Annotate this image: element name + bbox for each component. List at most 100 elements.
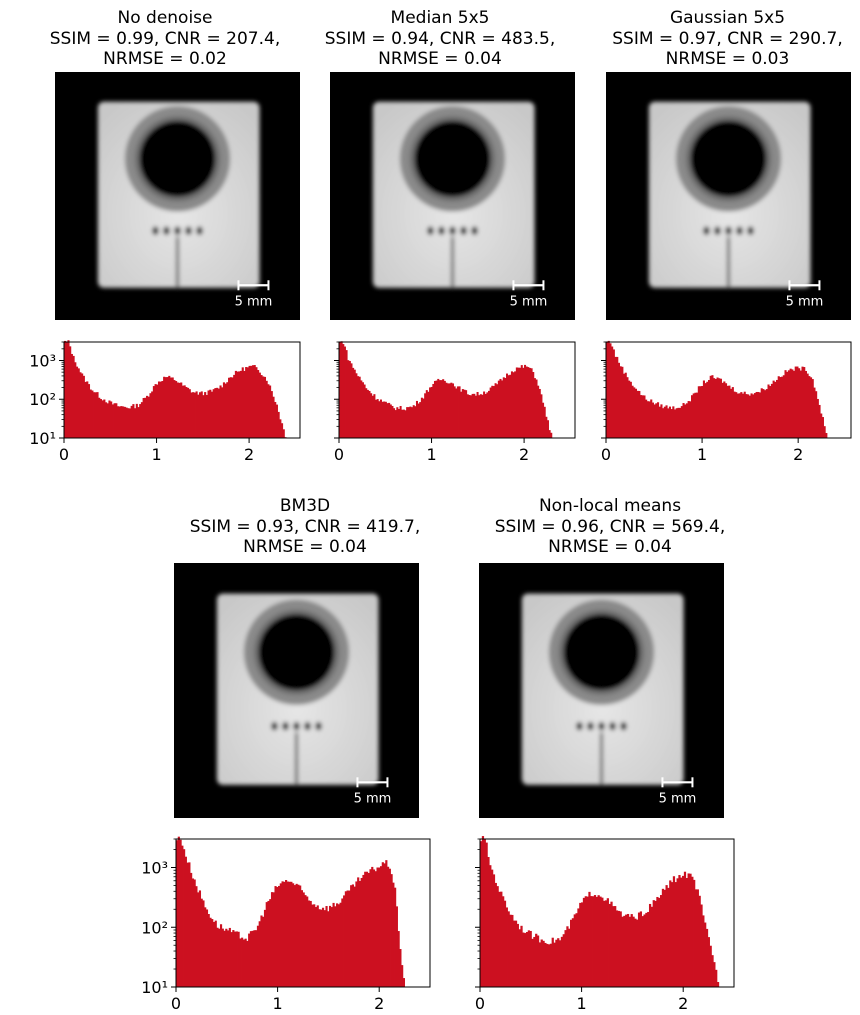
- phantom-dot: [587, 722, 594, 731]
- histogram-bar: [292, 883, 295, 987]
- histogram-bar: [270, 892, 274, 987]
- histogram-bar: [466, 394, 469, 438]
- histogram-bar: [180, 382, 183, 438]
- histogram-bar: [801, 366, 804, 438]
- histogram-bar: [612, 906, 615, 987]
- histogram-bar: [350, 885, 353, 987]
- histogram-bar: [341, 898, 344, 987]
- phantom-slit: [451, 236, 454, 289]
- histogram-bar: [747, 394, 750, 438]
- y-tick-label: 10²: [141, 918, 168, 937]
- histogram-bar: [128, 408, 132, 438]
- histogram-bar: [188, 389, 191, 438]
- histogram-bar: [358, 880, 362, 987]
- histogram-bar: [123, 406, 126, 438]
- method-name: BM3D: [279, 496, 331, 516]
- histogram-bar: [181, 845, 184, 987]
- histogram-bar: [260, 375, 263, 438]
- histogram-bar: [140, 402, 143, 438]
- metrics-line: SSIM = 0.94, CNR = 483.5,: [324, 28, 556, 49]
- histogram-bar: [683, 871, 687, 987]
- histogram-bar: [263, 376, 267, 438]
- histogram-bar: [154, 384, 157, 438]
- histogram-bar: [205, 394, 208, 438]
- histogram-bar: [256, 925, 260, 987]
- phantom-dot: [196, 226, 203, 235]
- histogram-bar: [357, 376, 360, 438]
- histogram-bar: [527, 367, 530, 438]
- histogram-bar: [777, 376, 780, 438]
- histogram-bar: [228, 927, 231, 987]
- phantom-hole: [414, 120, 491, 197]
- histogram-bar: [173, 380, 176, 438]
- histogram-bar: [661, 888, 665, 987]
- histogram-bar: [658, 897, 661, 987]
- histogram-bar: [238, 371, 241, 438]
- histogram-bar: [397, 931, 400, 987]
- histogram: 0 1 2: [475, 836, 735, 1013]
- histogram-bar: [402, 409, 405, 438]
- histogram-bar: [753, 393, 756, 438]
- nrmse-line: NRMSE = 0.04: [243, 537, 367, 557]
- histogram-bar: [279, 419, 282, 438]
- histogram-bar: [782, 375, 785, 438]
- histogram-bar: [285, 880, 288, 987]
- histogram-bar: [339, 902, 342, 987]
- histogram-bar: [663, 406, 666, 438]
- histogram-bar: [401, 965, 404, 987]
- histogram-bar: [280, 423, 284, 438]
- histogram-bar: [365, 388, 368, 438]
- method-name: No denoise: [117, 8, 213, 28]
- scale-bar-label: 5 mm: [510, 294, 548, 309]
- histogram-bar: [407, 407, 410, 438]
- histogram-bar: [792, 370, 796, 438]
- histogram-bar: [286, 881, 289, 987]
- histogram-bar: [513, 920, 516, 987]
- histogram-bar: [323, 910, 326, 987]
- x-tick-label: 0: [171, 994, 181, 1013]
- histogram-bar: [509, 914, 512, 987]
- histogram-bar: [277, 411, 280, 438]
- histogram-bar: [590, 896, 593, 987]
- histogram-bar: [531, 938, 534, 987]
- histogram-bar: [798, 368, 801, 438]
- histogram-bar: [311, 904, 314, 987]
- scale-bar-label: 5 mm: [235, 294, 273, 309]
- histogram-bar: [820, 413, 823, 438]
- histogram-bar: [177, 836, 180, 987]
- histogram-bar: [505, 907, 508, 987]
- histogram-bar: [512, 372, 515, 438]
- histogram-bar: [492, 874, 496, 987]
- histogram-bar: [564, 930, 567, 987]
- histogram-bar: [351, 884, 355, 987]
- nrmse-line: NRMSE = 0.03: [665, 49, 790, 69]
- histogram-bar: [200, 391, 203, 438]
- histogram-bar: [608, 903, 611, 987]
- histogram-bar: [147, 396, 150, 438]
- histogram-bar: [516, 923, 519, 987]
- histogram-bar: [825, 433, 828, 438]
- histogram-bar: [465, 390, 468, 438]
- histogram-bar: [372, 869, 376, 987]
- histogram-bar: [630, 914, 633, 987]
- histogram-bar: [809, 377, 813, 438]
- histogram-bar: [509, 374, 512, 438]
- histogram-bar: [361, 382, 364, 438]
- histogram-bar: [636, 390, 639, 438]
- histogram-bar: [186, 862, 189, 987]
- histogram-bar: [672, 406, 675, 438]
- histogram-bar: [205, 909, 209, 987]
- histogram-bar: [239, 938, 242, 987]
- phantom-dot: [282, 722, 289, 731]
- histogram-bar: [774, 381, 777, 438]
- panel-title: BM3D SSIM = 0.93, CNR = 419.7, NRMSE = 0…: [160, 496, 450, 558]
- histogram-bar: [210, 391, 214, 438]
- histogram-bar: [671, 882, 674, 987]
- phantom-slit: [727, 236, 730, 289]
- y-tick-label: 10¹: [29, 429, 56, 448]
- histogram-bar: [98, 397, 101, 438]
- histogram-bar: [569, 919, 573, 987]
- histogram-bar: [455, 388, 458, 438]
- histogram-bar: [209, 917, 212, 987]
- histogram-bar: [485, 842, 488, 987]
